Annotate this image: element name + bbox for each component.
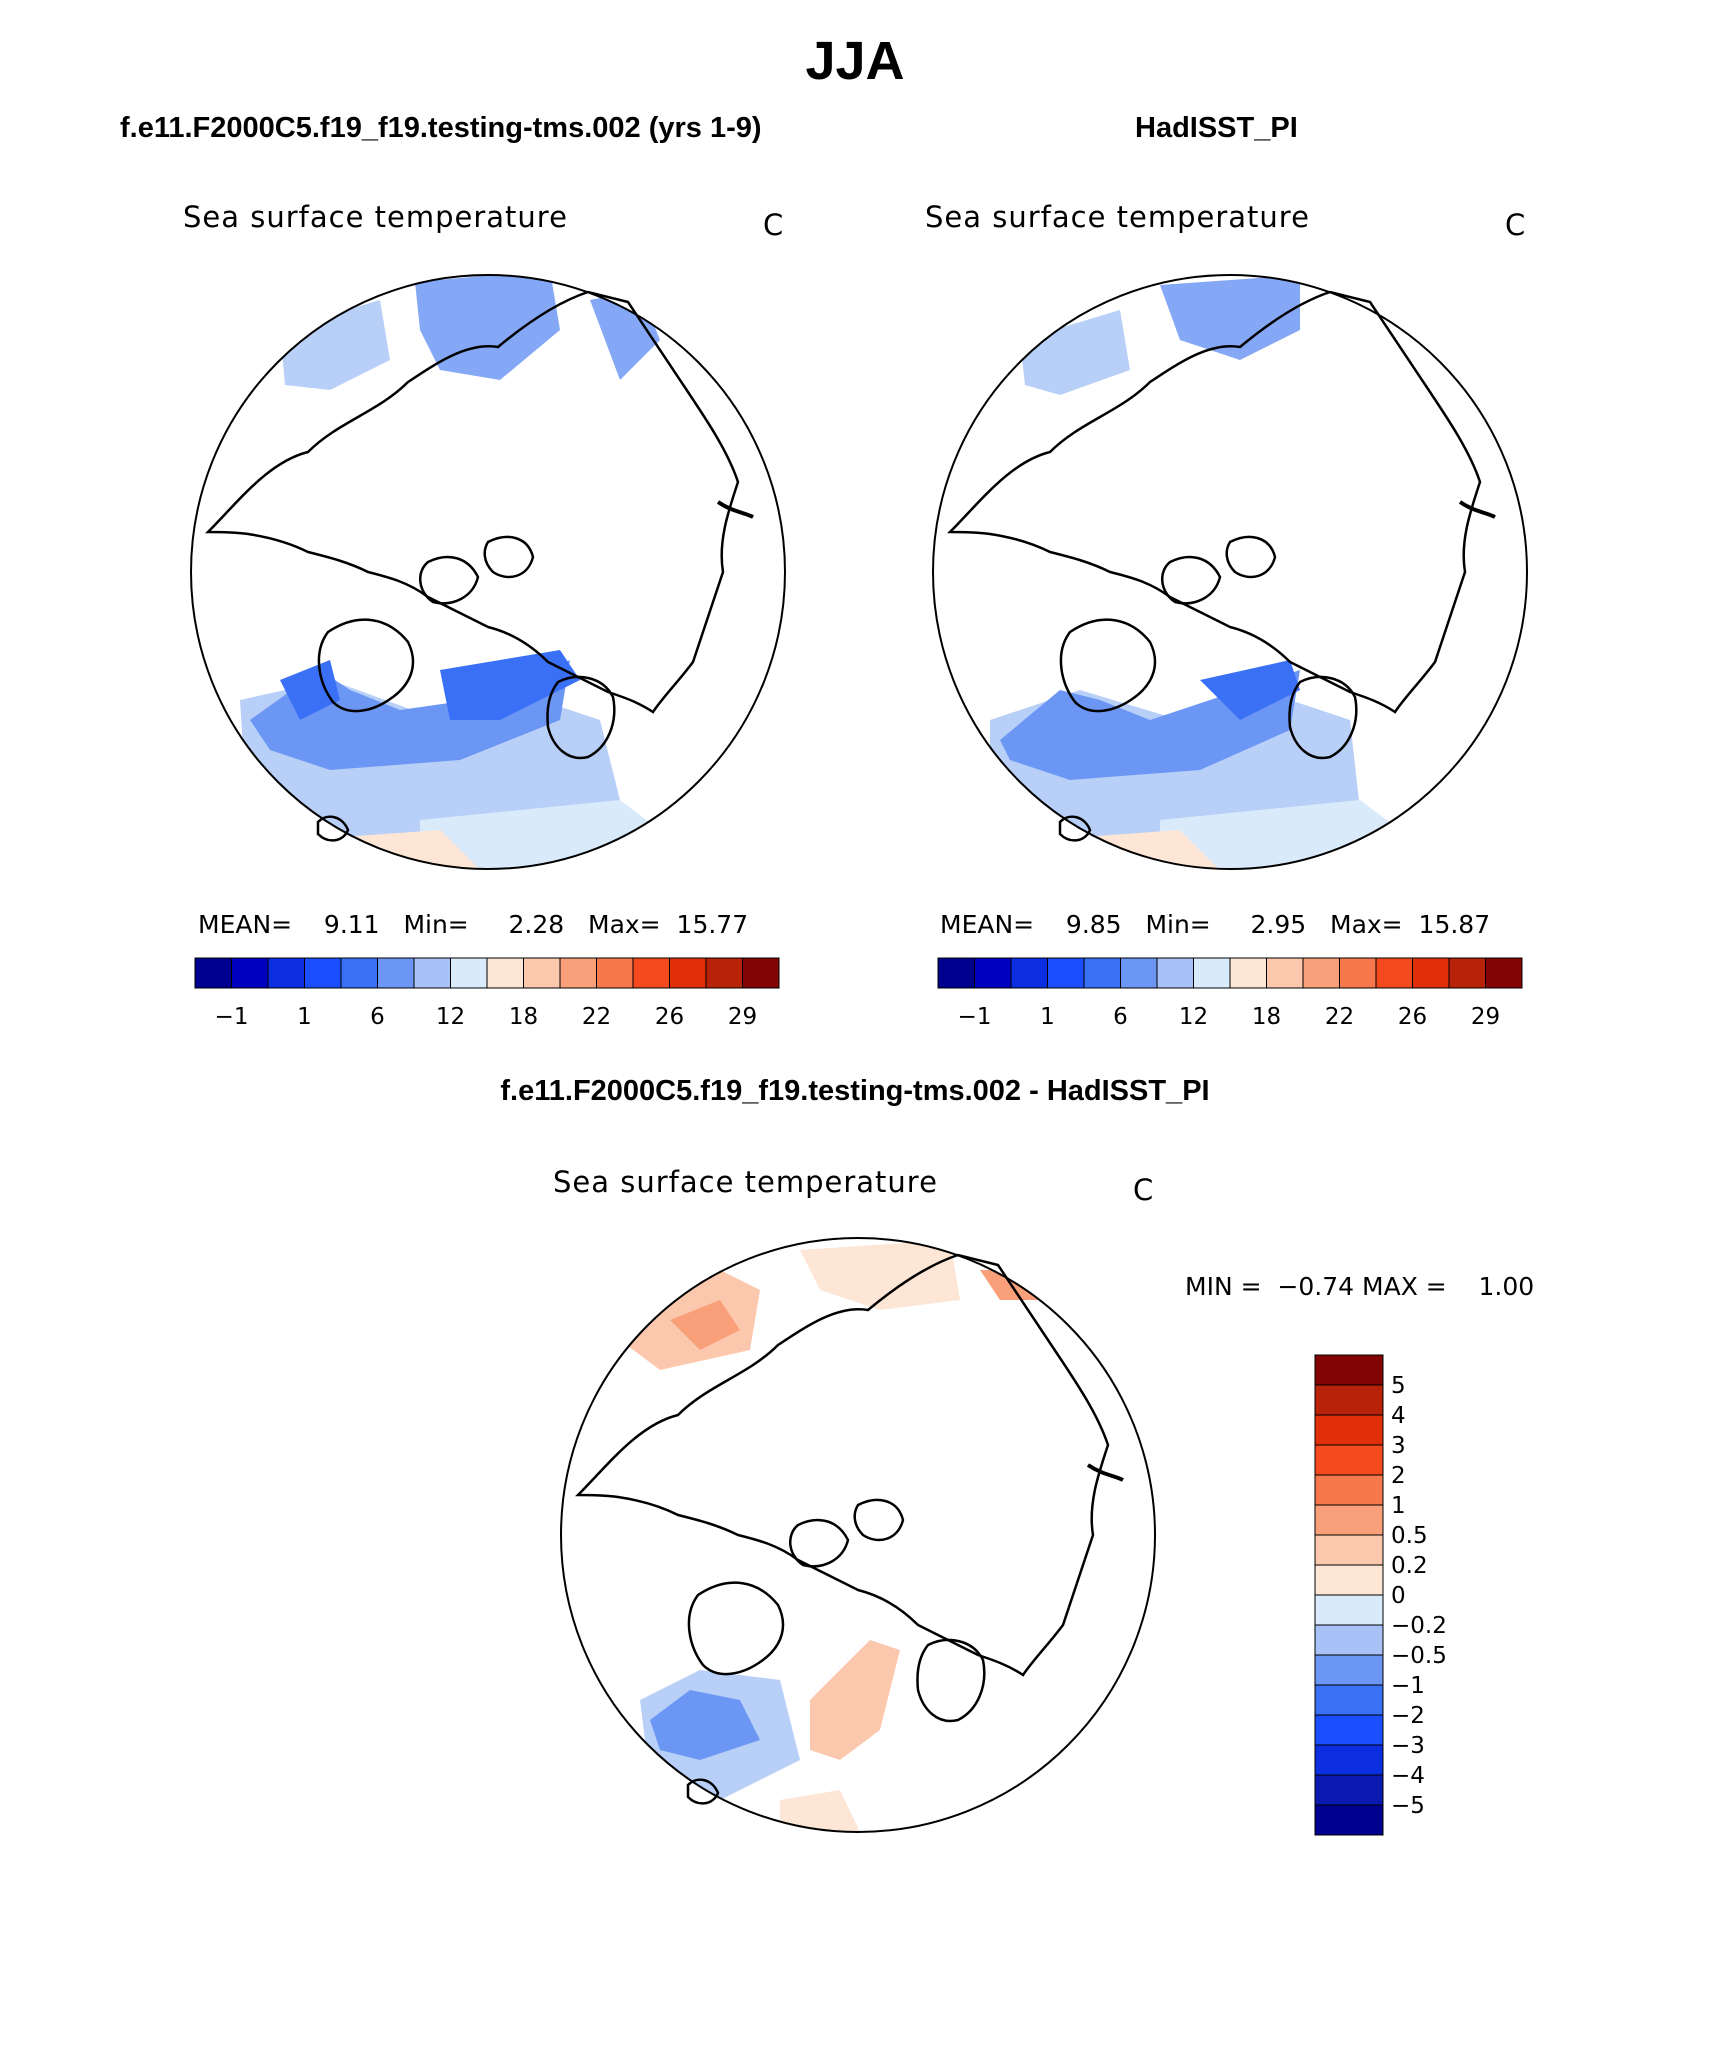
colorbar-swatch [1314, 1384, 1384, 1416]
colorbar-swatch [1412, 957, 1450, 989]
panel-2-units-label: C [1505, 208, 1527, 242]
panel-2-title: HadISST_PI [1135, 112, 1298, 144]
colorbar-tick-label: 18 [1252, 1004, 1281, 1030]
colorbar-tick-label: 26 [1398, 1004, 1427, 1030]
colorbar-swatch [1047, 957, 1085, 989]
colorbar-swatch [1314, 1804, 1384, 1836]
colorbar-tick-label: −1 [958, 1004, 992, 1030]
colorbar-swatch [231, 957, 269, 989]
colorbar-tick-label: 0.5 [1391, 1523, 1428, 1549]
colorbar-tick-label: 1 [1391, 1493, 1406, 1519]
panel-1-units-label: C [763, 208, 785, 242]
diff-variable-label: Sea surface temperature [553, 1165, 938, 1199]
colorbar-swatch [1314, 1354, 1384, 1386]
colorbar-tick-label: −5 [1391, 1793, 1425, 1819]
panel-1-title: f.e11.F2000C5.f19_f19.testing-tms.002 (y… [120, 112, 762, 144]
colorbar-swatch [340, 957, 378, 989]
colorbar-swatch [1229, 957, 1267, 989]
colorbar-swatch [1120, 957, 1158, 989]
colorbar-tick-label: −0.2 [1391, 1613, 1447, 1639]
diff-colorbar: 5 4 3 2 1 0.5 0.2 0 −0.2 −0.5 −1 −2 −3 −4 −5 [1314, 1354, 1447, 1836]
colorbar-tick-label: 1 [297, 1004, 312, 1030]
colorbar-swatch [377, 957, 415, 989]
colorbar-tick-label: 1 [1040, 1004, 1055, 1030]
diff-panel-title: f.e11.F2000C5.f19_f19.testing-tms.002 - … [500, 1075, 1210, 1107]
colorbar-swatch [1339, 957, 1377, 989]
colorbar-swatch [742, 957, 780, 989]
colorbar-swatch [450, 957, 488, 989]
diff-stats: MIN = −0.74 MAX = 1.00 [1185, 1272, 1535, 1301]
colorbar-swatch [705, 957, 743, 989]
colorbar-tick-label: 0.2 [1391, 1553, 1428, 1579]
colorbar-tick-label: 5 [1391, 1373, 1406, 1399]
panel-1-map [190, 274, 786, 870]
colorbar-tick-label: 3 [1391, 1433, 1406, 1459]
colorbar-tick-label: 0 [1391, 1583, 1406, 1609]
colorbar-swatch [1314, 1534, 1384, 1566]
colorbar-swatch [1314, 1414, 1384, 1446]
colorbar-swatch [1083, 957, 1121, 989]
colorbar-swatch [1314, 1624, 1384, 1656]
diff-map [560, 1237, 1156, 1833]
colorbar-tick-label: 18 [509, 1004, 538, 1030]
colorbar-tick-label: −0.5 [1391, 1643, 1447, 1669]
colorbar-swatch [1193, 957, 1231, 989]
colorbar-swatch [1314, 1594, 1384, 1626]
colorbar-tick-label: 29 [1471, 1004, 1500, 1030]
colorbar-swatch [194, 957, 232, 989]
colorbar-swatch [1010, 957, 1048, 989]
figure-title: JJA [805, 31, 905, 91]
colorbar-tick-label: 29 [728, 1004, 757, 1030]
colorbar-tick-label: −1 [1391, 1673, 1425, 1699]
diff-units-label: C [1133, 1173, 1155, 1207]
colorbar-swatch [1266, 957, 1304, 989]
colorbar-swatch [1485, 957, 1523, 989]
colorbar-swatch [632, 957, 670, 989]
colorbar-swatch [1302, 957, 1340, 989]
colorbar-tick-label: 26 [655, 1004, 684, 1030]
colorbar-swatch [937, 957, 975, 989]
colorbar-swatch [1448, 957, 1486, 989]
colorbar-swatch [1314, 1444, 1384, 1476]
panel-2-colorbar: −1 1 6 12 18 22 26 29 [937, 957, 1523, 1030]
panel-1-stats: MEAN= 9.11 Min= 2.28 Max= 15.77 [198, 910, 749, 939]
colorbar-tick-label: −1 [215, 1004, 249, 1030]
colorbar-swatch [304, 957, 342, 989]
colorbar-tick-label: 4 [1391, 1403, 1406, 1429]
colorbar-swatch [1156, 957, 1194, 989]
colorbar-swatch [523, 957, 561, 989]
colorbar-swatch [1314, 1654, 1384, 1686]
colorbar-swatch [1314, 1684, 1384, 1716]
colorbar-swatch [1375, 957, 1413, 989]
panel-2-stats: MEAN= 9.85 Min= 2.95 Max= 15.87 [940, 910, 1491, 939]
colorbar-tick-label: 6 [370, 1004, 385, 1030]
colorbar-tick-label: 22 [1325, 1004, 1354, 1030]
colorbar-swatch [1314, 1564, 1384, 1596]
colorbar-swatch [669, 957, 707, 989]
colorbar-swatch [559, 957, 597, 989]
colorbar-swatch [1314, 1474, 1384, 1506]
colorbar-swatch [974, 957, 1012, 989]
colorbar-swatch [486, 957, 524, 989]
colorbar-swatch [413, 957, 451, 989]
panel-1-variable-label: Sea surface temperature [183, 200, 568, 234]
colorbar-tick-label: −3 [1391, 1733, 1425, 1759]
colorbar-tick-label: −2 [1391, 1703, 1425, 1729]
colorbar-tick-label: 2 [1391, 1463, 1406, 1489]
colorbar-tick-label: 12 [436, 1004, 465, 1030]
colorbar-swatch [1314, 1504, 1384, 1536]
colorbar-swatch [1314, 1714, 1384, 1746]
colorbar-swatch [596, 957, 634, 989]
colorbar-swatch [267, 957, 305, 989]
colorbar-tick-label: 12 [1179, 1004, 1208, 1030]
panel-1-colorbar: −1 1 6 12 18 22 26 29 [194, 957, 780, 1030]
colorbar-tick-label: 6 [1113, 1004, 1128, 1030]
colorbar-swatch [1314, 1744, 1384, 1776]
colorbar-swatch [1314, 1774, 1384, 1806]
colorbar-tick-label: 22 [582, 1004, 611, 1030]
panel-2-map [932, 274, 1528, 870]
panel-2-variable-label: Sea surface temperature [925, 200, 1310, 234]
colorbar-tick-label: −4 [1391, 1763, 1425, 1789]
